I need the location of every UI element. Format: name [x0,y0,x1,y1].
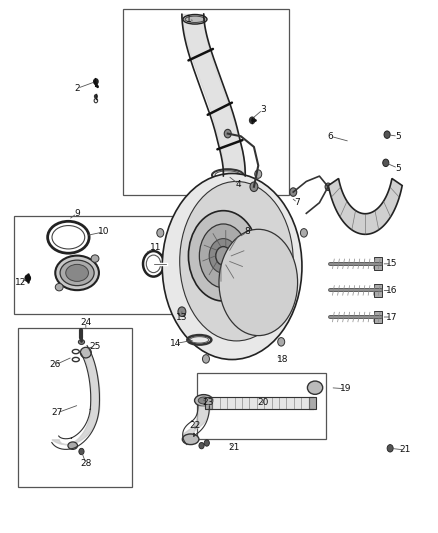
Text: 10: 10 [98,228,109,237]
Text: 28: 28 [80,459,92,467]
Text: 20: 20 [257,398,268,407]
Text: 15: 15 [386,260,397,268]
Circle shape [300,229,307,237]
Ellipse shape [182,434,199,445]
Ellipse shape [66,264,88,281]
Circle shape [95,95,97,98]
Ellipse shape [81,348,91,358]
Text: 23: 23 [202,398,214,407]
Ellipse shape [180,181,293,341]
Ellipse shape [307,381,323,394]
Circle shape [387,445,393,452]
Polygon shape [328,179,402,235]
Ellipse shape [194,394,213,406]
Text: 21: 21 [229,443,240,452]
Text: 24: 24 [80,318,92,327]
Bar [205,397,212,409]
Circle shape [94,99,98,103]
Bar [18,328,132,487]
Text: 5: 5 [395,164,401,173]
Circle shape [290,188,297,196]
Text: 12: 12 [14,278,26,287]
Text: 27: 27 [52,408,63,417]
Bar [197,373,326,439]
Ellipse shape [162,173,302,360]
Text: 18: 18 [276,355,288,364]
Circle shape [94,79,98,84]
Text: 9: 9 [74,209,80,218]
Text: 21: 21 [399,446,410,455]
Bar [14,216,175,314]
Text: 19: 19 [340,384,351,393]
Ellipse shape [209,239,237,273]
Text: 4: 4 [236,180,241,189]
Ellipse shape [60,260,94,286]
Ellipse shape [216,247,231,265]
Ellipse shape [198,397,209,404]
Circle shape [383,159,389,166]
Circle shape [278,337,285,346]
Text: 6: 6 [328,132,333,141]
Circle shape [79,448,84,455]
Circle shape [204,440,209,446]
Bar [309,397,316,409]
Ellipse shape [55,284,63,291]
Circle shape [178,307,186,317]
Ellipse shape [183,14,207,24]
Ellipse shape [68,442,78,449]
Text: 17: 17 [386,312,397,321]
Bar [374,311,382,324]
Circle shape [25,275,30,281]
Text: 8: 8 [244,228,250,237]
Circle shape [202,354,209,363]
Ellipse shape [188,211,258,301]
Bar [123,9,289,195]
Text: 1: 1 [186,15,191,24]
Bar [374,284,382,297]
Circle shape [199,442,204,449]
Ellipse shape [219,229,297,336]
Bar [374,257,382,270]
Ellipse shape [78,340,85,344]
Circle shape [384,131,390,139]
Text: 14: 14 [170,339,181,348]
Ellipse shape [91,255,99,262]
Circle shape [325,183,331,190]
Text: 13: 13 [176,312,187,321]
Circle shape [157,229,164,237]
Text: 16: 16 [386,286,397,295]
Text: 26: 26 [49,360,61,369]
Circle shape [250,182,258,191]
Text: 22: 22 [189,422,201,431]
Text: 3: 3 [260,105,265,114]
Ellipse shape [199,224,247,288]
Text: 7: 7 [295,198,300,207]
Ellipse shape [55,256,99,290]
Text: 11: 11 [150,244,162,253]
Circle shape [224,130,231,138]
Text: 5: 5 [395,132,401,141]
Text: 25: 25 [89,342,100,351]
Circle shape [255,170,262,179]
Circle shape [250,117,255,124]
Text: 2: 2 [74,84,80,93]
